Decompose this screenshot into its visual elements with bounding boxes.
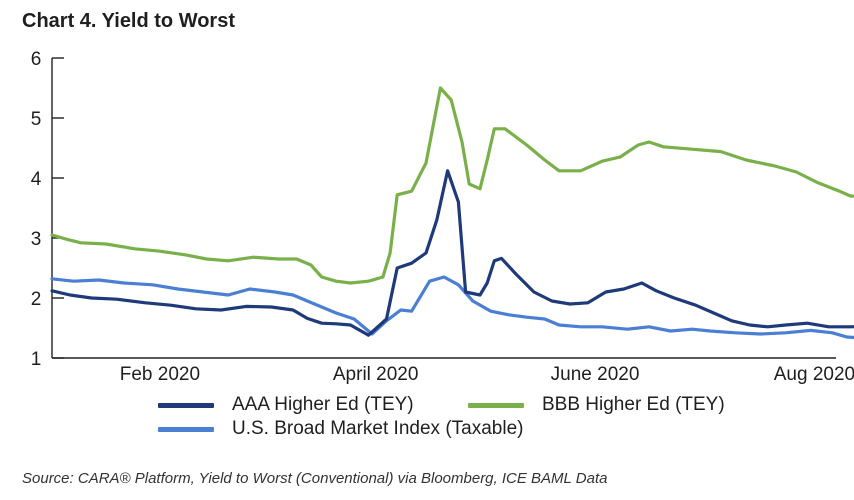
y-tick-label: 3: [31, 229, 42, 250]
x-tick-label: April 2020: [333, 364, 419, 385]
chart-source-note: Source: CARA® Platform, Yield to Worst (…: [22, 470, 608, 487]
chart-title: Chart 4. Yield to Worst: [22, 10, 235, 32]
x-tick-label: June 2020: [551, 364, 640, 385]
series-lines: [50, 86, 854, 340]
series-line-broad-market: [50, 275, 854, 340]
x-tick-label: Aug 2020: [774, 364, 854, 385]
series-line-aaa: [50, 169, 854, 337]
y-tick-label: 5: [31, 109, 42, 130]
y-tick-label: 6: [31, 49, 42, 70]
x-ticks: Feb 2020 April 2020 June 2020 Aug 2020: [120, 364, 854, 385]
y-tick-label: 1: [31, 349, 42, 370]
chart-axes: [51, 58, 836, 359]
series-line-bbb: [50, 86, 854, 285]
y-ticks: 1 2 3 4 5 6: [31, 49, 64, 370]
y-tick-label: 4: [31, 169, 42, 190]
y-tick-label: 2: [31, 289, 42, 310]
x-tick-label: Feb 2020: [120, 364, 200, 385]
